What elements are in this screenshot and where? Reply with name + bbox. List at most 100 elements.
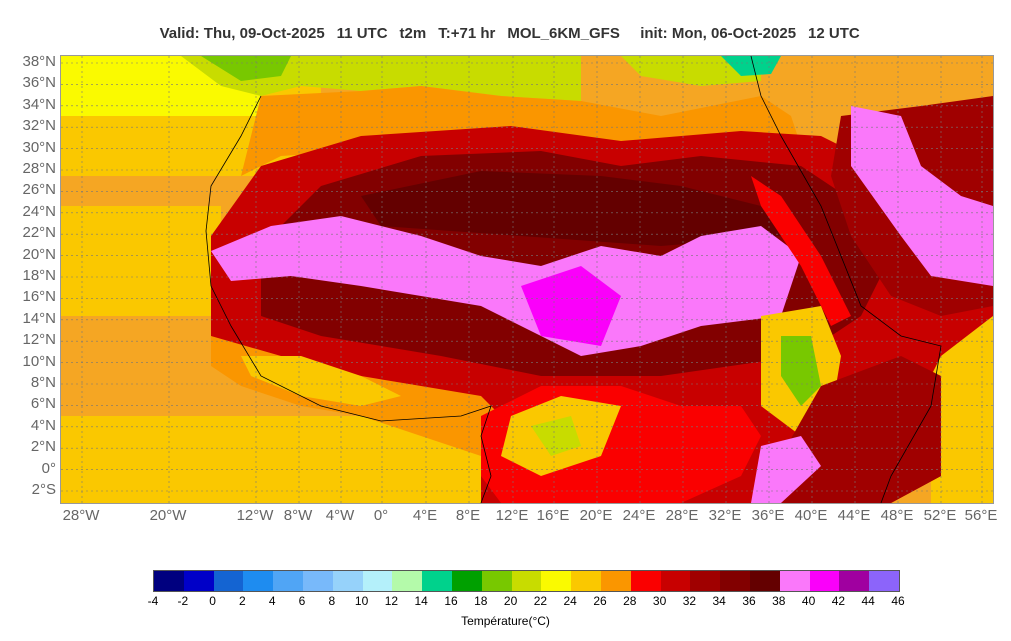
- colorbar-tick-label: -2: [177, 594, 189, 608]
- colorbar-tick-label: 46: [891, 594, 905, 608]
- latitude-label: 8°N: [30, 374, 56, 391]
- longitude-label: 56°E: [964, 507, 998, 524]
- colorbar-tick-label: 4: [268, 594, 276, 608]
- colorbar-label: Température(°C): [461, 614, 550, 628]
- longitude-label: 20°E: [579, 507, 613, 524]
- latitude-label: 30°N: [22, 138, 56, 156]
- colorbar-tick-label: 8: [328, 594, 336, 608]
- latitude-label: 34°N: [22, 95, 56, 113]
- colorbar-swatch: [720, 571, 750, 591]
- colorbar-swatch: [392, 571, 423, 591]
- red-sea: [751, 176, 851, 326]
- colorbar-swatch: [451, 571, 482, 591]
- iberia-green: [201, 56, 291, 81]
- colorbar-tick-label: 42: [831, 594, 846, 608]
- valid-time: Valid: Thu, 09-Oct-2025: [159, 25, 325, 42]
- latitude-label: 38°N: [22, 53, 56, 70]
- latitude-label: 10°N: [22, 352, 56, 370]
- longitude-label: 8°W: [283, 507, 313, 524]
- longitude-axis: 28°W 20°W 12°W 8°W 4°W 0° 4°E 8°E 12°E 16°E 20°E 24…: [0, 507, 1011, 527]
- latitude-axis: 38°N 36°N 34°N 32°N 30°N 28°N 26°N 24°N 22°N 20°N…: [0, 0, 56, 641]
- temperature-colorbar: [153, 570, 900, 592]
- colorbar-swatch: [302, 571, 333, 591]
- longitude-label: 20°W: [149, 507, 187, 524]
- colorbar-tick-label: 44: [861, 594, 875, 608]
- latitude-label: 12°N: [22, 331, 56, 349]
- latitude-label: 22°N: [22, 224, 56, 242]
- colorbar-tick-label: 6: [298, 594, 306, 608]
- colorbar-tick-label: 24: [563, 594, 577, 608]
- colorbar-tick-label: 10: [354, 594, 369, 608]
- longitude-label: 4°W: [325, 507, 355, 524]
- longitude-label: 44°E: [837, 507, 871, 524]
- colorbar-tick-label: 40: [801, 594, 816, 608]
- colorbar-swatch: [541, 571, 572, 591]
- colorbar-swatch: [809, 571, 840, 591]
- colorbar-tick-label: 14: [414, 594, 428, 608]
- latitude-label: 32°N: [22, 117, 56, 135]
- east-african-coastline: [750, 56, 942, 503]
- longitude-label: 16°E: [536, 507, 570, 524]
- colorbar-tick-label: 18: [474, 594, 488, 608]
- colorbar-swatch: [869, 571, 899, 591]
- colorbar-swatch: [571, 571, 601, 591]
- colorbar-swatch: [749, 571, 780, 591]
- latitude-label: 4°N: [30, 416, 56, 434]
- lead-time: T:+71 hr: [438, 25, 496, 42]
- graticule: [61, 56, 993, 503]
- colorbar-tick-label: 36: [742, 594, 756, 608]
- colorbar-swatch: [690, 571, 721, 591]
- colorbar-swatch: [362, 571, 393, 591]
- latitude-label: 24°N: [22, 202, 56, 220]
- colorbar-tick-label: 26: [593, 594, 607, 608]
- init-utc: 12 UTC: [808, 25, 860, 42]
- colorbar-swatch: [332, 571, 363, 591]
- highlands-cool: [781, 336, 821, 406]
- colorbar-tick-label: 34: [712, 594, 726, 608]
- colorbar-swatch: [154, 571, 184, 591]
- latitude-label: 14°N: [22, 309, 56, 327]
- longitude-label: 12°E: [495, 507, 529, 524]
- latitude-label: 2°N: [30, 438, 56, 456]
- longitude-label: 32°E: [708, 507, 742, 524]
- latitude-label: 6°N: [30, 395, 56, 413]
- latitude-label: 26°N: [22, 181, 56, 199]
- anatolia-cool: [721, 56, 781, 76]
- east-med-band: [621, 56, 761, 86]
- colorbar-tick-label: 16: [444, 594, 458, 608]
- longitude-label: 8°E: [455, 507, 481, 524]
- latitude-label: 16°N: [22, 288, 56, 306]
- longitude-label: 28°E: [665, 507, 699, 524]
- latitude-label: 0°: [41, 459, 56, 477]
- colorbar-tick-label: 38: [772, 594, 786, 608]
- longitude-label: 36°E: [751, 507, 785, 524]
- colorbar-tick-label: 20: [503, 594, 518, 608]
- colorbar-tick-label: 12: [384, 594, 399, 608]
- longitude-label: 52°E: [923, 507, 957, 524]
- latitude-label: 28°N: [22, 160, 56, 177]
- colorbar-swatch: [422, 571, 452, 591]
- longitude-label: 48°E: [880, 507, 914, 524]
- colorbar-tick-label: 32: [682, 594, 697, 608]
- ocean-mid-region: [61, 206, 221, 316]
- colorbar-swatch: [481, 571, 512, 591]
- colorbar-swatch: [630, 571, 661, 591]
- longitude-label: 28°W: [62, 507, 100, 524]
- colorbar-swatch: [511, 571, 542, 591]
- longitude-label: 0°: [373, 507, 389, 524]
- colorbar-swatch: [213, 571, 244, 591]
- longitude-label: 4°E: [412, 507, 438, 524]
- colorbar-tick-label: 30: [652, 594, 667, 608]
- extreme-heat-sahel: [211, 216, 801, 356]
- map-title: Valid: Thu, 09-Oct-2025 11 UTC t2m T:+71 hr…: [0, 8, 1011, 42]
- valid-utc: 11 UTC: [336, 25, 388, 42]
- init-time: init: Mon, 06-Oct-2025: [640, 25, 797, 42]
- model-name: MOL_6KM_GFS: [507, 25, 620, 42]
- colorbar-swatch: [600, 571, 631, 591]
- congo-green: [531, 416, 581, 456]
- latitude-label: 20°N: [22, 245, 56, 263]
- colorbar-tick-label: 2: [239, 594, 246, 608]
- colorbar-swatch: [779, 571, 810, 591]
- colorbar-ticks: -4 -2 0 2 4 6 8 10 12 14 16 18 20 22 24 26 28 30 32 34 36 38 4…: [0, 594, 1011, 610]
- variable-name: t2m: [399, 25, 427, 42]
